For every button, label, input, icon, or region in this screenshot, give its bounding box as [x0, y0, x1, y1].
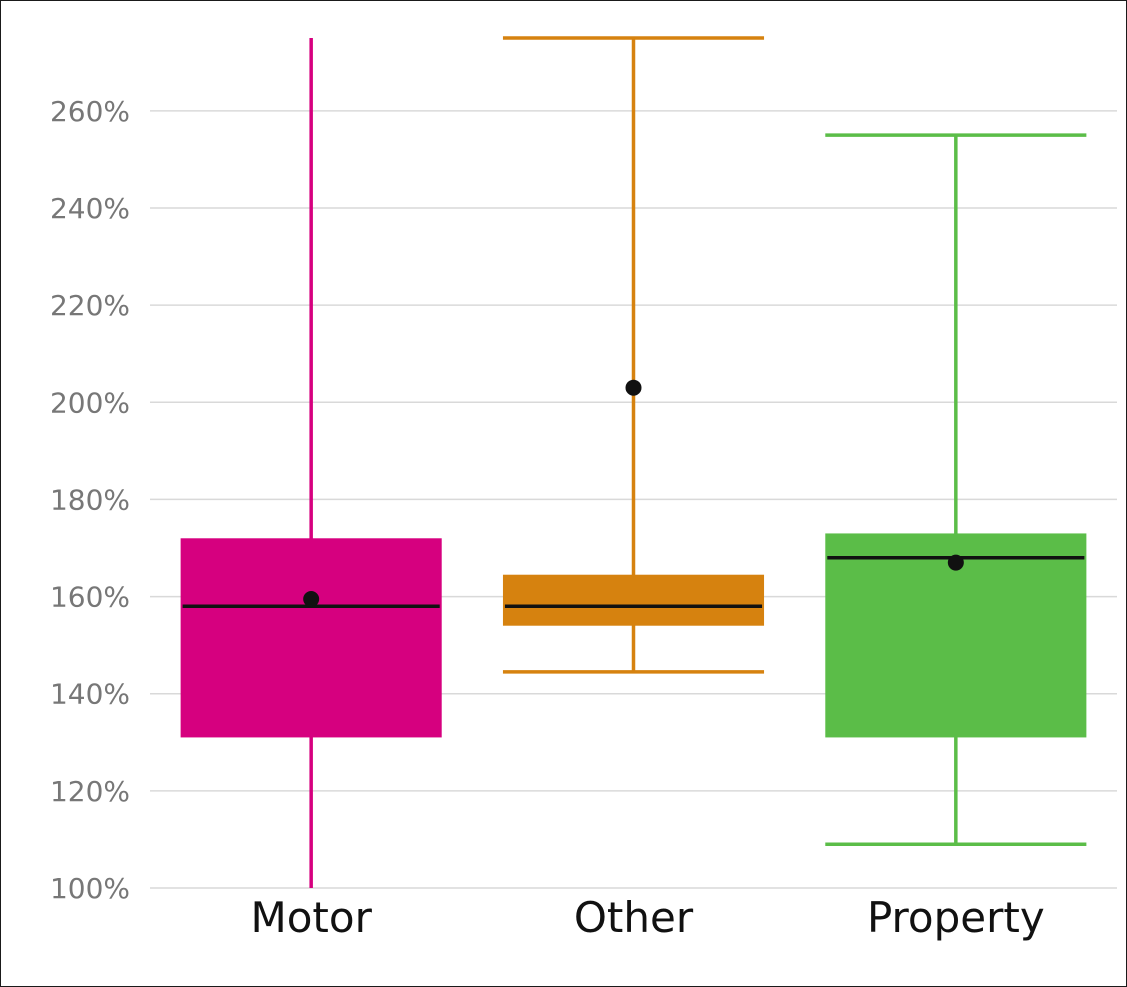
y-tick-label: 260%: [50, 95, 130, 128]
box-body: [502, 574, 765, 626]
x-tick-label: Property: [867, 893, 1045, 942]
y-tick-label: 160%: [50, 581, 130, 614]
box-body: [180, 538, 442, 738]
y-tick-label: 100%: [50, 872, 130, 905]
box-motor: [180, 38, 442, 888]
y-tick-label: 140%: [50, 678, 130, 711]
y-tick-label: 200%: [50, 386, 130, 419]
box-property: [825, 133, 1087, 847]
x-tick-label: Other: [574, 893, 694, 942]
y-tick-label: 180%: [50, 483, 130, 516]
y-axis-ticks: 100% 120% 140% 160% 180% 200% 220% 240% 260%: [50, 95, 130, 905]
y-tick-label: 120%: [50, 775, 130, 808]
y-tick-label: 220%: [50, 289, 130, 322]
mean-point: [625, 379, 642, 396]
mean-point: [303, 591, 320, 607]
x-tick-label: Motor: [250, 893, 372, 942]
y-tick-label: 240%: [50, 192, 130, 225]
box-other: [502, 36, 765, 674]
mean-point: [947, 554, 964, 571]
boxes: [180, 36, 1087, 888]
x-axis-ticks: Motor Other Property: [250, 893, 1044, 942]
